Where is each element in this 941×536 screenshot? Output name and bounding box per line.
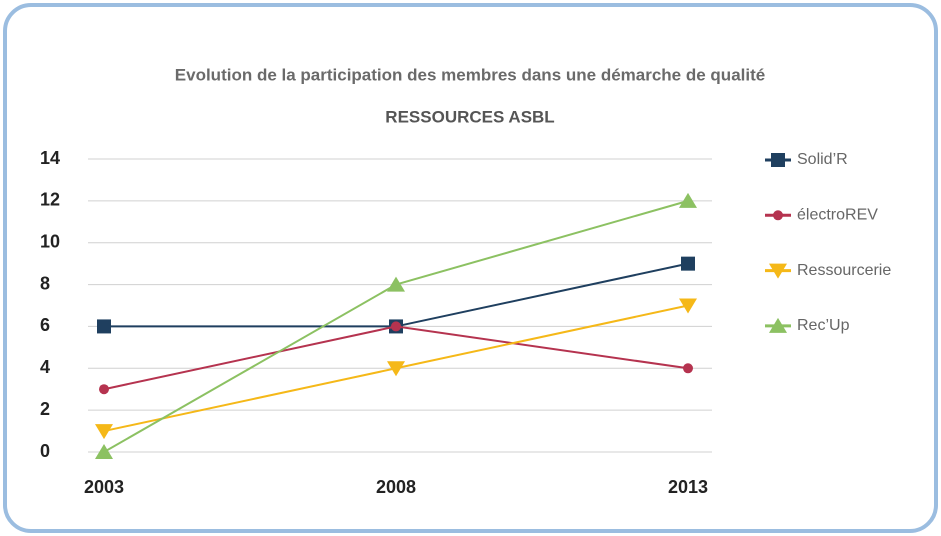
legend-label: Rec’Up — [797, 317, 850, 334]
y-tick-label: 4 — [40, 357, 50, 377]
y-tick-label: 8 — [40, 273, 50, 293]
marker — [387, 276, 405, 292]
marker — [99, 384, 109, 395]
marker — [769, 263, 787, 279]
y-tick-label: 6 — [40, 315, 50, 335]
legend-label: électroREV — [797, 207, 878, 224]
x-tick-label: 2003 — [84, 477, 124, 497]
frame — [3, 3, 938, 533]
y-tick-label: 12 — [40, 190, 60, 210]
y-tick-label: 10 — [40, 231, 60, 251]
marker — [391, 321, 401, 332]
legend-label: Solid’R — [797, 151, 848, 168]
legend-label: Ressourcerie — [797, 262, 891, 279]
marker — [387, 361, 405, 377]
marker — [683, 363, 693, 374]
y-tick-label: 2 — [40, 399, 50, 419]
marker — [97, 319, 111, 334]
x-tick-label: 2008 — [376, 477, 416, 497]
marker — [681, 256, 695, 271]
y-tick-label: 14 — [40, 148, 60, 168]
marker — [95, 424, 113, 440]
marker — [679, 192, 697, 208]
marker — [771, 153, 785, 167]
y-tick-label: 0 — [40, 441, 50, 461]
chart-subtitle: RESSOURCES ASBL — [385, 107, 554, 126]
x-tick-label: 2013 — [668, 477, 708, 497]
marker — [769, 317, 787, 333]
marker — [95, 444, 113, 459]
chart-title: Evolution de la participation des membre… — [175, 65, 765, 84]
marker — [773, 210, 783, 221]
marker — [679, 298, 697, 314]
